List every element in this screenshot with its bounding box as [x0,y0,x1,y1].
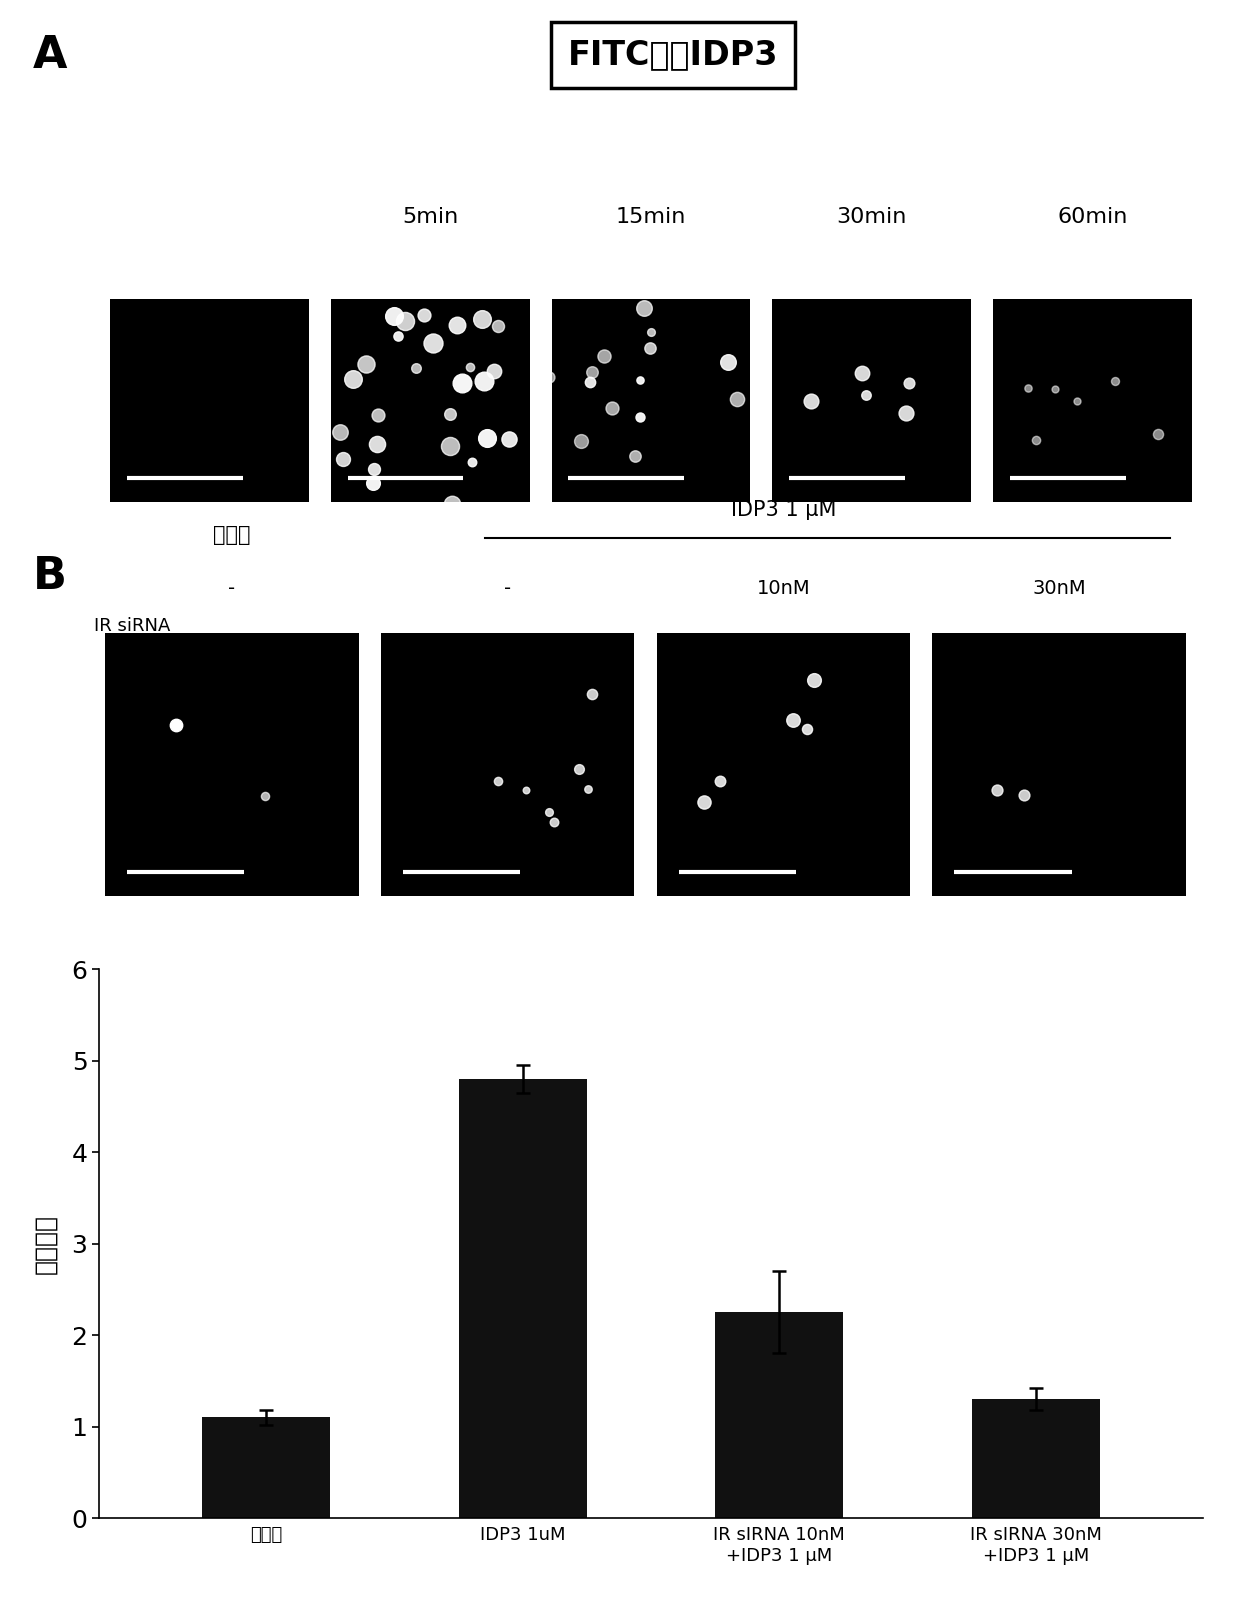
Bar [331,299,529,502]
Point [367,431,387,457]
Point [572,428,591,454]
Point [578,777,598,802]
Point [255,783,275,809]
Point [477,425,497,451]
Y-axis label: 药光强度: 药光强度 [33,1213,57,1274]
Point [640,336,660,361]
Bar [459,1079,587,1518]
Text: 10nM: 10nM [756,578,810,598]
Point [396,308,415,334]
Point [583,360,603,385]
Text: 60min: 60min [1058,206,1127,227]
Point [634,296,653,321]
Point [782,708,802,733]
Point [693,789,713,815]
Point [463,449,482,475]
Point [460,355,480,380]
Point [1018,374,1038,400]
Point [516,778,536,804]
Text: -: - [228,578,236,598]
Point [727,387,746,412]
Bar [656,633,910,896]
Point [166,713,186,738]
Point [594,344,614,369]
Point [423,331,443,356]
Text: FITC共轭IDP3: FITC共轭IDP3 [568,38,779,72]
Text: 对照组: 对照组 [213,524,250,545]
Point [363,455,383,481]
Point [641,320,661,345]
Text: 30nM: 30nM [1033,578,1086,598]
Point [801,388,821,414]
Point [711,769,730,794]
Point [472,307,492,332]
Point [489,313,508,339]
Point [625,444,645,470]
Point [856,382,875,407]
Bar [932,633,1187,896]
Point [1045,376,1065,401]
Point [443,491,463,516]
Point [414,302,434,328]
Text: -: - [503,578,511,598]
Point [569,756,589,781]
Bar [381,633,635,896]
Point [356,352,376,377]
Point [330,419,350,444]
Point [1014,783,1034,809]
Point [489,769,508,794]
Point [474,369,494,395]
Point [987,777,1007,802]
Text: 5min: 5min [402,206,459,227]
Point [544,809,564,834]
Bar [552,299,750,502]
Text: IDP3 1 μM: IDP3 1 μM [730,500,836,521]
Bar [972,1400,1100,1518]
Point [630,368,650,393]
Point [539,364,559,390]
Point [388,323,408,348]
Text: IR siRNA: IR siRNA [94,617,170,634]
Point [440,433,460,459]
Point [500,427,520,452]
Point [630,404,650,430]
Point [1025,427,1045,452]
Point [852,361,872,387]
Bar [110,299,309,502]
Point [1068,388,1087,414]
Point [583,681,603,706]
Text: 30min: 30min [837,206,906,227]
Point [405,356,425,382]
Point [446,312,466,337]
Point [332,446,352,471]
Point [718,350,738,376]
Point [899,371,919,396]
Point [1106,369,1126,395]
Point [484,358,503,384]
Point [603,395,622,420]
Point [342,366,362,392]
Text: B: B [33,556,67,598]
Point [363,470,383,495]
Point [450,508,470,534]
Bar [202,1417,330,1518]
Point [453,371,472,396]
Point [580,369,600,395]
Point [797,716,817,741]
Text: A: A [33,34,67,77]
Bar [104,633,358,896]
Text: 15min: 15min [616,206,686,227]
Bar [715,1312,843,1518]
Point [1148,422,1168,447]
Point [897,400,916,425]
Bar [773,299,971,502]
Point [805,666,825,692]
Point [384,304,404,329]
Point [539,799,559,825]
Point [440,401,460,427]
Point [368,403,388,428]
Bar [993,299,1192,502]
